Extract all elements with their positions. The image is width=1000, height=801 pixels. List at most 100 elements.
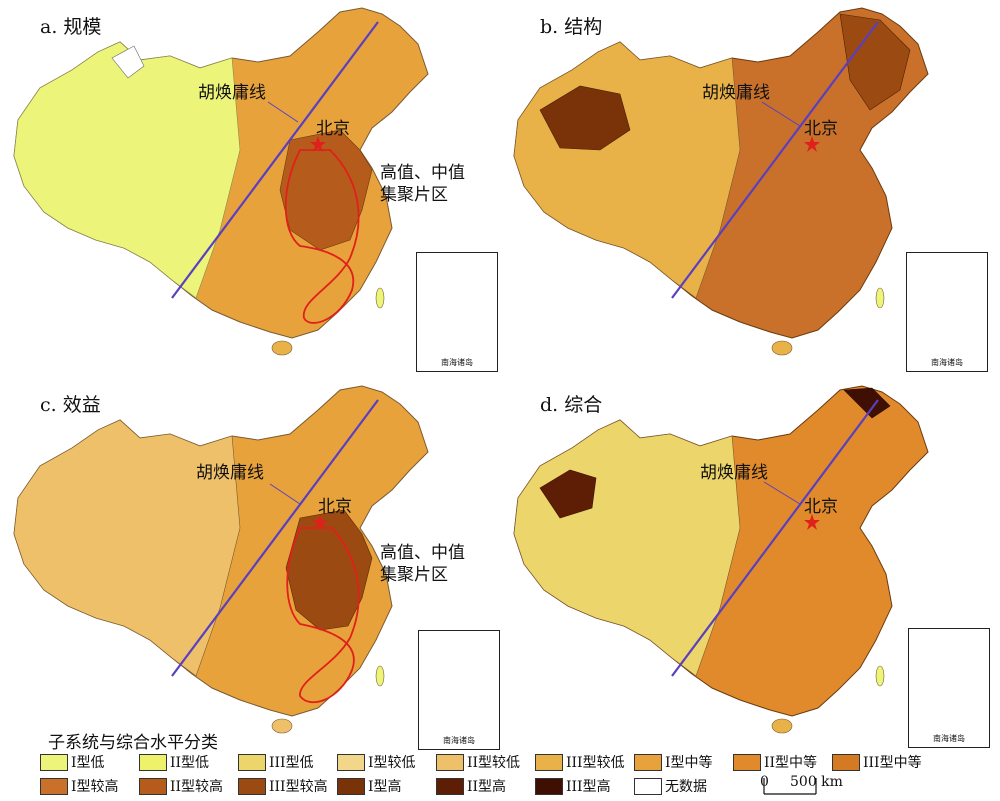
west-region-a — [13, 41, 241, 299]
hu-line-label: 胡焕庸线 — [196, 463, 264, 483]
map-b — [513, 7, 929, 356]
south-china-sea-inset-b: 南海诸岛 — [906, 252, 988, 372]
legend-item: III型高 — [535, 776, 634, 796]
beijing-star-c — [312, 514, 328, 530]
legend-item: III型较低 — [535, 752, 634, 772]
legend-swatch — [139, 753, 167, 771]
beijing-label: 北京 — [316, 119, 350, 139]
legend-label: I型低 — [71, 755, 105, 771]
beijing-star-b — [804, 136, 820, 152]
legend-item: II型较低 — [436, 752, 535, 772]
hu-line-b — [671, 21, 879, 299]
panel-b: b. 结构 胡焕庸线 北京 南海诸岛 — [500, 0, 1000, 380]
legend-swatch — [733, 753, 761, 771]
legend-swatch — [238, 777, 266, 795]
taiwan-a — [375, 287, 385, 309]
legend-item: III型较高 — [238, 776, 337, 796]
scale-bar-graphic — [763, 778, 817, 795]
south-china-sea-inset-d: 南海诸岛 — [908, 628, 990, 748]
legend-item: I型高 — [337, 776, 436, 796]
legend-label: II型中等 — [764, 755, 818, 771]
legend-label: III型低 — [269, 755, 314, 771]
hu-line-label: 胡焕庸线 — [702, 83, 770, 103]
panel-title: c. 效益 — [40, 394, 101, 416]
hainan-b — [771, 340, 793, 356]
mongolia-gap-a — [111, 45, 145, 79]
legend-label: 无数据 — [665, 779, 707, 795]
legend-item: I型中等 — [634, 752, 733, 772]
legend-label: I型高 — [368, 779, 402, 795]
hu-leader-b — [761, 101, 801, 127]
panel-title: d. 综合 — [540, 394, 603, 416]
map-a — [13, 7, 429, 356]
legend-label: II型较高 — [170, 779, 224, 795]
northeast-high-d — [843, 387, 891, 419]
hu-leader-a — [267, 101, 299, 123]
legend-swatch — [40, 753, 68, 771]
panel-d: d. 综合 胡焕庸线 北京 南海诸岛 — [500, 378, 1000, 758]
legend-item: II型中等 — [733, 752, 832, 772]
legend-item: I型较高 — [40, 776, 139, 796]
legend-swatch — [139, 777, 167, 795]
legend-row-2: I型较高 II型较高 III型较高 I型高 II型高 III型高 无数据 — [40, 776, 733, 796]
legend-swatch — [535, 753, 563, 771]
panel-c: c. 效益 胡焕庸线 北京 高值、中值 集聚片区 南海诸岛 — [0, 378, 500, 758]
hainan-d — [771, 718, 793, 734]
legend-swatch — [832, 753, 860, 771]
legend: 子系统与综合水平分类 I型低 II型低 III型低 I型较低 II型较低 III… — [40, 728, 990, 800]
south-china-sea-inset-a: 南海诸岛 — [416, 252, 498, 372]
legend-swatch — [634, 777, 662, 795]
hu-line-label: 胡焕庸线 — [198, 83, 266, 103]
legend-label: II型较低 — [467, 755, 521, 771]
legend-item: III型低 — [238, 752, 337, 772]
taiwan-c — [375, 665, 385, 687]
south-china-sea-inset-c: 南海诸岛 — [418, 630, 500, 750]
legend-title: 子系统与综合水平分类 — [48, 733, 218, 753]
scale-zero: 0 — [760, 774, 769, 790]
inset-label: 南海诸岛 — [933, 734, 965, 743]
hu-line-c — [171, 399, 379, 677]
east-cluster-c — [285, 509, 373, 631]
legend-swatch — [337, 753, 365, 771]
panel-title: b. 结构 — [540, 16, 603, 38]
inset-label: 南海诸岛 — [441, 358, 473, 367]
taiwan-d — [875, 665, 885, 687]
hu-line-a — [171, 21, 379, 299]
legend-swatch — [535, 777, 563, 795]
legend-swatch — [40, 777, 68, 795]
legend-label: III型较高 — [269, 779, 328, 795]
cluster-label-line1: 高值、中值 — [380, 163, 465, 183]
legend-item: 无数据 — [634, 776, 733, 796]
legend-label: II型低 — [170, 755, 210, 771]
legend-label: III型中等 — [863, 755, 922, 771]
legend-item: II型较高 — [139, 776, 238, 796]
cluster-label-line2: 集聚片区 — [380, 185, 448, 205]
inset-label: 南海诸岛 — [931, 358, 963, 367]
legend-swatch — [436, 753, 464, 771]
legend-row-1: I型低 II型低 III型低 I型较低 II型较低 III型较低 I型中等 II… — [40, 752, 931, 772]
legend-item: III型中等 — [832, 752, 931, 772]
beijing-star-d — [804, 514, 820, 530]
legend-label: I型较低 — [368, 755, 416, 771]
legend-label: I型中等 — [665, 755, 713, 771]
hu-line-label: 胡焕庸线 — [700, 463, 768, 483]
legend-swatch — [238, 753, 266, 771]
west-region-c — [13, 419, 241, 677]
beijing-label: 北京 — [318, 497, 352, 517]
northeast-high-b — [839, 13, 911, 111]
cluster-outline-c — [286, 527, 360, 704]
hainan-c — [271, 718, 293, 734]
legend-swatch — [436, 777, 464, 795]
beijing-label: 北京 — [804, 119, 838, 139]
panel-a: a. 规模 胡焕庸线 北京 高值、中值 集聚片区 南海诸岛 — [0, 0, 500, 380]
beijing-star-a — [310, 136, 326, 152]
legend-item: I型较低 — [337, 752, 436, 772]
inset-label: 南海诸岛 — [443, 736, 475, 745]
cluster-label-line1: 高值、中值 — [380, 543, 465, 563]
hainan-a — [271, 340, 293, 356]
hu-leader-c — [269, 483, 301, 505]
legend-swatch — [337, 777, 365, 795]
legend-label: III型高 — [566, 779, 611, 795]
legend-label: II型高 — [467, 779, 507, 795]
beijing-label: 北京 — [804, 497, 838, 517]
